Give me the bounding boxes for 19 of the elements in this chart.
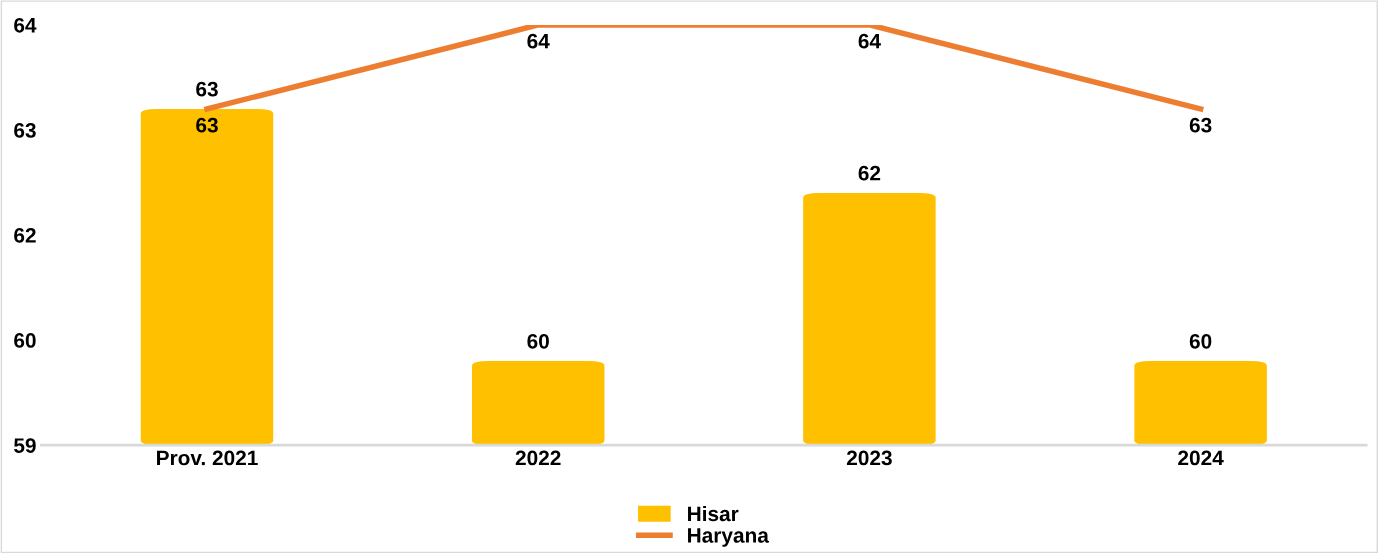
x-tick-label: 2024 xyxy=(1178,450,1224,466)
y-tick-label: 64 xyxy=(14,17,37,33)
y-tick-label: 62 xyxy=(14,228,36,243)
y-tick-label: 63 xyxy=(14,122,36,138)
legend-label: Hisar xyxy=(688,505,739,522)
x-tick-label: 2022 xyxy=(515,450,561,466)
y-tick-label: 59 xyxy=(14,438,36,453)
y-tick-label: 60 xyxy=(14,333,36,348)
x-tick-label: 2023 xyxy=(846,450,892,466)
data-label: 64 xyxy=(858,33,881,49)
data-label: 60 xyxy=(1189,333,1212,349)
data-label: 64 xyxy=(527,33,550,49)
data-label: 63 xyxy=(196,81,218,97)
data-label: 63 xyxy=(1189,117,1212,133)
legend-label: Haryana xyxy=(688,528,770,547)
data-label: 63 xyxy=(196,117,218,133)
data-label: 60 xyxy=(527,333,549,349)
x-tick-label: Prov. 2021 xyxy=(157,450,258,466)
data-label: 62 xyxy=(858,165,881,181)
